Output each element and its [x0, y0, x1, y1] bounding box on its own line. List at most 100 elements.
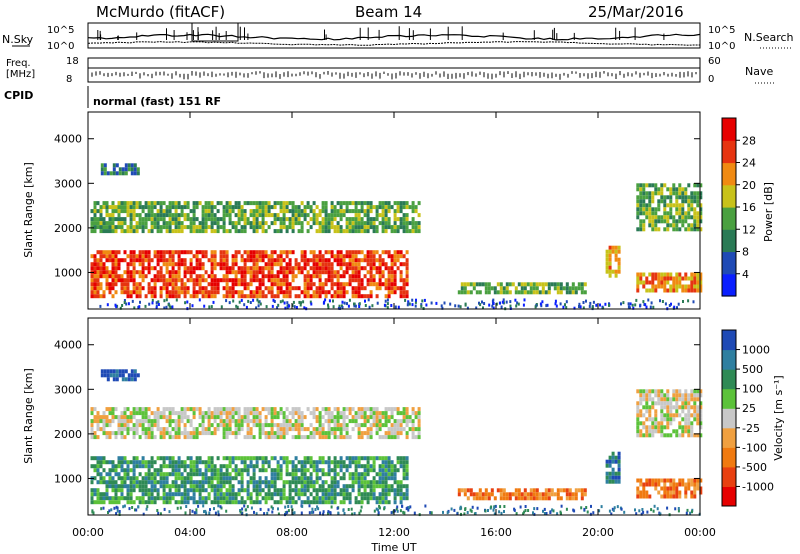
heatmap-cell: [228, 407, 232, 412]
heatmap-cell: [291, 270, 295, 275]
heatmap-cell: [318, 278, 322, 283]
heatmap-cell: [207, 492, 211, 497]
heatmap-cell: [105, 282, 109, 287]
heatmap-cell: [267, 492, 271, 497]
heatmap-cell: [657, 425, 661, 430]
heatmap-cell: [123, 286, 127, 291]
heatmap-cell: [605, 459, 609, 464]
heatmap-cell: [237, 480, 241, 485]
heatmap-cell: [105, 229, 109, 234]
heatmap-cell: [617, 479, 621, 484]
heatmap-cell: [156, 415, 160, 420]
heatmap-cell: [669, 409, 673, 414]
heatmap-cell: [300, 225, 304, 230]
heatmap-cell: [469, 492, 473, 497]
heatmap-cell: [129, 274, 133, 279]
heatmap-cell: [258, 294, 262, 299]
heatmap-cell: [138, 250, 142, 255]
heatmap-cell: [264, 468, 268, 473]
heatmap-cell: [294, 407, 298, 412]
heatmap-cell: [505, 496, 509, 501]
heatmap-cell: [366, 427, 370, 432]
heatmap-cell: [666, 425, 670, 430]
heatmap-noise-cell: [368, 305, 371, 309]
heatmap-cell: [672, 219, 676, 224]
heatmap-noise-cell: [474, 512, 477, 515]
heatmap-cell: [405, 423, 409, 428]
heatmap-cell: [690, 227, 694, 232]
heatmap-cell: [330, 488, 334, 493]
heatmap-cell: [90, 431, 94, 436]
heatmap-cell: [243, 488, 247, 493]
heatmap-noise-cell: [128, 507, 131, 511]
heatmap-cell: [562, 286, 566, 291]
heatmap-cell: [135, 213, 139, 218]
heatmap-cell: [141, 419, 145, 424]
heatmap-cell: [261, 217, 265, 222]
heatmap-cell: [192, 480, 196, 485]
heatmap-cell: [99, 294, 103, 299]
heatmap-cell: [192, 468, 196, 473]
heatmap-cell: [505, 492, 509, 497]
heatmap-cell: [333, 427, 337, 432]
heatmap-cell: [499, 282, 503, 287]
power-data: [90, 163, 703, 311]
heatmap-cell: [126, 419, 130, 424]
heatmap-cell: [105, 254, 109, 259]
heatmap-cell: [198, 411, 202, 416]
heatmap-cell: [348, 266, 352, 271]
heatmap-cell: [291, 209, 295, 214]
heatmap-cell: [291, 496, 295, 501]
heatmap-cell: [106, 369, 110, 374]
heatmap-cell: [387, 456, 391, 461]
colorbar-tick-label: 25: [742, 402, 756, 415]
heatmap-cell: [611, 467, 615, 472]
heatmap-cell: [144, 480, 148, 485]
heatmap-cell: [177, 254, 181, 259]
heatmap-cell: [174, 460, 178, 465]
heatmap-noise-cell: [545, 304, 548, 308]
heatmap-cell: [684, 413, 688, 418]
heatmap-cell: [336, 213, 340, 218]
heatmap-cell: [354, 472, 358, 477]
heatmap-cell: [645, 276, 649, 281]
heatmap-cell: [174, 278, 178, 283]
heatmap-cell: [138, 435, 142, 440]
heatmap-cell: [648, 183, 652, 188]
heatmap-noise-cell: [346, 302, 348, 306]
heatmap-noise-cell: [691, 510, 693, 514]
heatmap-cell: [687, 486, 691, 491]
heatmap-cell: [414, 209, 418, 214]
heatmap-cell: [514, 286, 518, 291]
heatmap-cell: [225, 488, 229, 493]
heatmap-cell: [399, 270, 403, 275]
heatmap-cell: [111, 201, 115, 206]
heatmap-cell: [363, 431, 367, 436]
heatmap-cell: [243, 258, 247, 263]
heatmap-cell: [99, 250, 103, 255]
heatmap-noise-cell: [442, 510, 444, 514]
heatmap-noise-cell: [527, 509, 530, 512]
heatmap-noise-cell: [628, 306, 631, 310]
heatmap-cell: [396, 407, 400, 412]
heatmap-cell: [333, 282, 337, 287]
heatmap-cell: [204, 488, 208, 493]
heatmap-cell: [303, 500, 307, 505]
heatmap-cell: [222, 229, 226, 234]
heatmap-cell: [342, 407, 346, 412]
heatmap-cell: [249, 419, 253, 424]
heatmap-cell: [222, 472, 226, 477]
heatmap-cell: [399, 460, 403, 465]
y-tick-label: 3000: [54, 383, 82, 396]
heatmap-cell: [614, 245, 618, 250]
heatmap-cell: [210, 274, 214, 279]
heatmap-cell: [264, 266, 268, 271]
heatmap-noise-cell: [241, 507, 244, 511]
heatmap-cell: [639, 203, 643, 208]
colorbar-swatch: [722, 447, 736, 468]
heatmap-noise-cell: [627, 302, 630, 306]
heatmap-cell: [120, 431, 124, 436]
heatmap-cell: [240, 282, 244, 287]
heatmap-cell: [195, 460, 199, 465]
heatmap-cell: [366, 221, 370, 226]
